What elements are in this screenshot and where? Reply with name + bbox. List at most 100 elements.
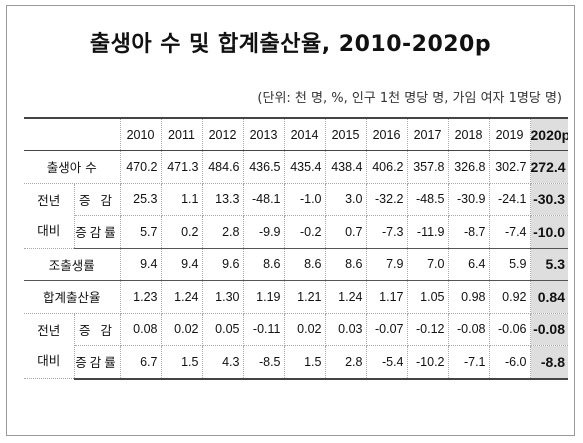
table-cell: 0.02: [161, 313, 203, 346]
table-cell: 9.4: [161, 248, 203, 281]
table-cell-2020p: -30.3: [530, 183, 568, 216]
table-cell: 1.19: [243, 280, 285, 314]
table-cell: 1.05: [407, 280, 449, 314]
table-cell-2020p: -8.8: [530, 345, 568, 380]
row-label: 증 감: [74, 313, 121, 346]
table-cell: 8.6: [284, 248, 326, 281]
table-cell: 6.4: [448, 248, 490, 281]
row-tfr: 합계출산율 1.23 1.24 1.30 1.19 1.21 1.24 1.17…: [24, 280, 568, 314]
table-cell: -10.2: [407, 345, 449, 380]
table-cell: 0.03: [325, 313, 367, 346]
table-cell: 0.05: [202, 313, 244, 346]
table-cell: 2.8: [202, 215, 244, 249]
table-cell: 1.23: [120, 280, 162, 314]
year-header: 2012: [202, 117, 244, 151]
table-cell: 8.6: [325, 248, 367, 281]
table-cell: 1.1: [161, 183, 203, 216]
table-cell: 4.3: [202, 345, 244, 380]
table-cell: 0.7: [325, 215, 367, 249]
group-label-line: 대비: [37, 222, 61, 238]
table-cell: -32.2: [366, 183, 408, 216]
table-cell: 1.24: [325, 280, 367, 314]
table-cell: -7.4: [489, 215, 531, 249]
row-label: 조출생률: [24, 248, 121, 281]
table-cell: -48.1: [243, 183, 285, 216]
table-cell: 357.8: [407, 150, 449, 184]
table-cell: 1.5: [284, 345, 326, 380]
table-cell: 406.2: [366, 150, 408, 184]
table-cell: 0.92: [489, 280, 531, 314]
table-cell: 0.02: [284, 313, 326, 346]
group-label-line: 전년: [37, 322, 61, 338]
year-header-2020p: 2020p: [530, 117, 568, 151]
table-cell-2020p: -0.08: [530, 313, 568, 346]
row-label: 합계출산율: [24, 280, 121, 314]
group-label-prev-year: 전년 대비: [24, 313, 75, 379]
year-header: 2011: [161, 117, 203, 151]
table-cell: 484.6: [202, 150, 244, 184]
row-label: 증감률: [74, 345, 121, 380]
table-cell: 9.6: [202, 248, 244, 281]
year-header: 2017: [407, 117, 449, 151]
table-cell: 1.21: [284, 280, 326, 314]
year-header: 2014: [284, 117, 326, 151]
table-cell: 0.98: [448, 280, 490, 314]
table-cell: 0.2: [161, 215, 203, 249]
table-cell: 438.4: [325, 150, 367, 184]
table-cell: -7.1: [448, 345, 490, 380]
year-header: 2016: [366, 117, 408, 151]
row-label: 증감률: [74, 215, 121, 249]
table-cell-2020p: 0.84: [530, 280, 568, 314]
table-cell: -0.06: [489, 313, 531, 346]
table-cell: 13.3: [202, 183, 244, 216]
year-header: 2010: [120, 117, 162, 151]
row-crude-birth-rate: 조출생률 9.4 9.4 9.6 8.6 8.6 8.6 7.9 7.0 6.4…: [24, 248, 568, 281]
table-cell: 302.7: [489, 150, 531, 184]
table-cell: 1.30: [202, 280, 244, 314]
row-label: 출생아 수: [24, 150, 121, 184]
table-cell: 436.5: [243, 150, 285, 184]
table-cell: 1.17: [366, 280, 408, 314]
document-title: 출생아 수 및 합계출산율, 2010-2020p: [89, 32, 492, 57]
table-cell: 3.0: [325, 183, 367, 216]
row-births-rate: 증감률 5.7 0.2 2.8 -9.9 -0.2 0.7 -7.3 -11.9…: [24, 215, 568, 249]
table-cell: -5.4: [366, 345, 408, 380]
row-births: 출생아 수 470.2 471.3 484.6 436.5 435.4 438.…: [24, 150, 568, 184]
table-cell: 5.7: [120, 215, 162, 249]
table-cell: 25.3: [120, 183, 162, 216]
table-cell: 435.4: [284, 150, 326, 184]
table-cell: -9.9: [243, 215, 285, 249]
table-cell: -0.2: [284, 215, 326, 249]
table-cell: 7.9: [366, 248, 408, 281]
table-cell: 8.6: [243, 248, 285, 281]
table-cell: -8.7: [448, 215, 490, 249]
table-cell: 6.7: [120, 345, 162, 380]
table-cell: -48.5: [407, 183, 449, 216]
table-cell: -0.11: [243, 313, 285, 346]
table-cell: 470.2: [120, 150, 162, 184]
table-cell: -0.08: [448, 313, 490, 346]
table-cell-2020p: -10.0: [530, 215, 568, 249]
table-cell: 326.8: [448, 150, 490, 184]
table-cell: -11.9: [407, 215, 449, 249]
year-header: 2019: [489, 117, 531, 151]
year-header: 2018: [448, 117, 490, 151]
table-cell: -30.9: [448, 183, 490, 216]
row-births-change: 전년 대비 증 감 25.3 1.1 13.3 -48.1 -1.0 3.0 -…: [24, 183, 568, 249]
row-tfr-change: 전년 대비 증 감 0.08 0.02 0.05 -0.11 0.02 0.03…: [24, 313, 568, 379]
table-cell-2020p: 272.4: [530, 150, 568, 184]
table-cell: -0.12: [407, 313, 449, 346]
table-cell: 9.4: [120, 248, 162, 281]
table-cell: 0.08: [120, 313, 162, 346]
row-tfr-rate: 증감률 6.7 1.5 4.3 -8.5 1.5 2.8 -5.4 -10.2 …: [24, 345, 568, 380]
group-label-line: 대비: [37, 352, 61, 368]
table-cell: -8.5: [243, 345, 285, 380]
table-cell: -24.1: [489, 183, 531, 216]
table-cell: -1.0: [284, 183, 326, 216]
year-header: 2013: [243, 117, 285, 151]
table-cell: 2.8: [325, 345, 367, 380]
table-cell: 1.24: [161, 280, 203, 314]
row-label: 증 감: [74, 183, 121, 216]
table-cell: -6.0: [489, 345, 531, 380]
unit-note: (단위: 천 명, %, 인구 1천 명당 명, 가임 여자 1명당 명): [257, 91, 562, 106]
